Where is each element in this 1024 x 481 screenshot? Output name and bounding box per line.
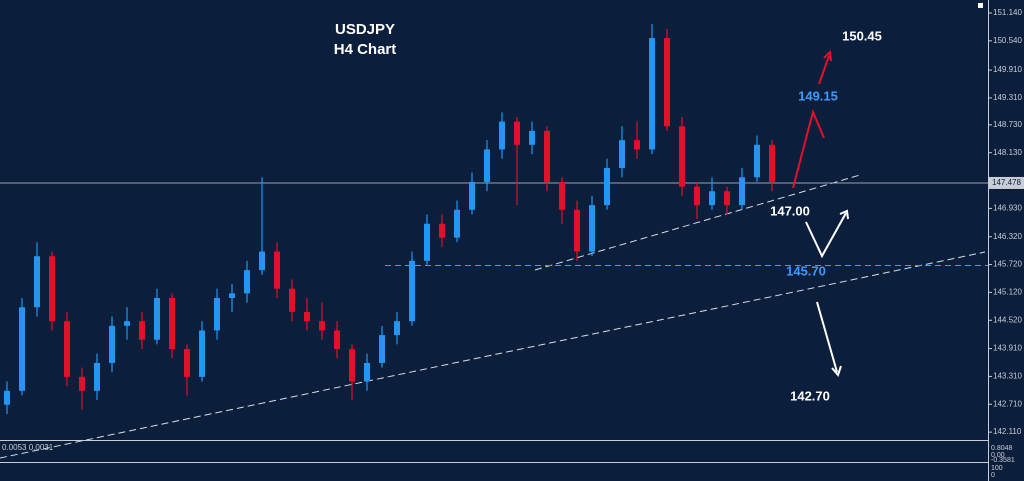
y-tick-label: 150.540 <box>993 36 1022 45</box>
y-tick-label: 142.710 <box>993 399 1022 408</box>
candle-body <box>484 149 490 182</box>
y-tick-label: 151.140 <box>993 8 1022 17</box>
y-tick-label: 149.310 <box>993 93 1022 102</box>
candle-body <box>274 251 280 289</box>
candle-body <box>229 293 235 298</box>
candle-body <box>469 181 475 210</box>
candle-body <box>664 38 670 127</box>
candle-body <box>574 209 580 252</box>
candle-body <box>604 168 610 206</box>
chart-subtitle: H4 Chart <box>334 41 397 58</box>
candle-body <box>709 191 715 206</box>
current-price-box <box>989 176 1024 189</box>
candle-body <box>754 144 760 178</box>
y-tick-label: 146.320 <box>993 232 1022 241</box>
candle-body <box>244 270 250 294</box>
y-tick-label: 143.310 <box>993 372 1022 381</box>
candle-body <box>739 177 745 206</box>
arrows <box>792 49 849 377</box>
candle-body <box>589 205 595 252</box>
arrow-head <box>839 209 849 220</box>
axis-panel <box>988 0 1024 481</box>
arrow-head <box>823 49 832 62</box>
candle-body <box>634 140 640 150</box>
indicator-axis-label: 100 <box>991 465 1003 472</box>
candle-body <box>289 288 295 312</box>
candle-body <box>439 223 445 238</box>
arrow-head <box>831 365 842 377</box>
candle-body <box>4 390 10 405</box>
y-tick-label: 146.930 <box>993 204 1022 213</box>
candle-body <box>139 321 145 340</box>
candle-body <box>184 349 190 377</box>
arrow-path <box>805 212 847 259</box>
indicator-label: 0.0053 0.0031 <box>2 443 54 452</box>
candle-body <box>559 181 565 210</box>
candle-body <box>394 321 400 336</box>
corner-marker <box>978 3 983 8</box>
candle-body <box>409 260 415 322</box>
indicator-axis-label: 0 <box>991 472 995 479</box>
candle-body <box>649 38 655 150</box>
chart-title: USDJPY <box>335 21 395 38</box>
candle-body <box>154 297 160 340</box>
candle-body <box>364 362 370 382</box>
candle-body <box>169 297 175 350</box>
arrow-path <box>818 55 830 85</box>
candle-body <box>259 251 265 271</box>
y-tick-label: 143.910 <box>993 344 1022 353</box>
annotation: 147.00 <box>770 203 810 218</box>
candle-body <box>319 321 325 331</box>
candle-body <box>19 307 25 391</box>
annotation: 142.70 <box>790 388 830 403</box>
candle-body <box>304 311 310 322</box>
candle-body <box>334 330 340 350</box>
candle-body <box>499 121 505 150</box>
candle-body <box>619 140 625 169</box>
candle-body <box>94 362 100 391</box>
candle-body <box>109 325 115 363</box>
arrow-path <box>792 108 825 189</box>
y-tick-label: 145.720 <box>993 260 1022 269</box>
annotation: 149.15 <box>798 88 838 103</box>
current-price-label: 147.478 <box>992 178 1021 187</box>
y-tick-label: 148.730 <box>993 120 1022 129</box>
annotation: 150.45 <box>842 28 882 43</box>
candle-body <box>379 335 385 363</box>
arrow-path <box>816 301 838 373</box>
candle-body <box>199 330 205 377</box>
y-tick-label: 142.110 <box>993 427 1022 436</box>
candle-body <box>34 256 40 308</box>
y-tick-label: 148.130 <box>993 148 1022 157</box>
trend-line <box>0 251 986 459</box>
candle-body <box>544 130 550 182</box>
y-tick-label: 145.120 <box>993 288 1022 297</box>
candle-body <box>49 256 55 322</box>
y-tick-label: 144.520 <box>993 315 1022 324</box>
candle-body <box>529 130 535 145</box>
candle-body <box>679 126 685 187</box>
candle-body <box>79 376 85 391</box>
y-tick-label: 149.910 <box>993 65 1022 74</box>
candle-body <box>424 223 430 261</box>
indicator-axis-label: 0.8048 <box>991 445 1013 452</box>
candle-body <box>454 209 460 238</box>
candle-body <box>514 121 520 145</box>
indicator-axis-label: -0.3581 <box>991 457 1015 464</box>
candle-body <box>124 321 130 326</box>
candle-body <box>64 321 70 377</box>
candle-body <box>724 191 730 206</box>
candle-body <box>769 144 775 182</box>
candle-body <box>694 186 700 206</box>
plot <box>0 24 988 415</box>
indicator-axis-label: 0.00 <box>991 452 1005 459</box>
candle-body <box>349 349 355 382</box>
annotation: 145.70 <box>786 263 826 278</box>
candle-body <box>214 297 220 331</box>
trend-line <box>534 174 861 271</box>
